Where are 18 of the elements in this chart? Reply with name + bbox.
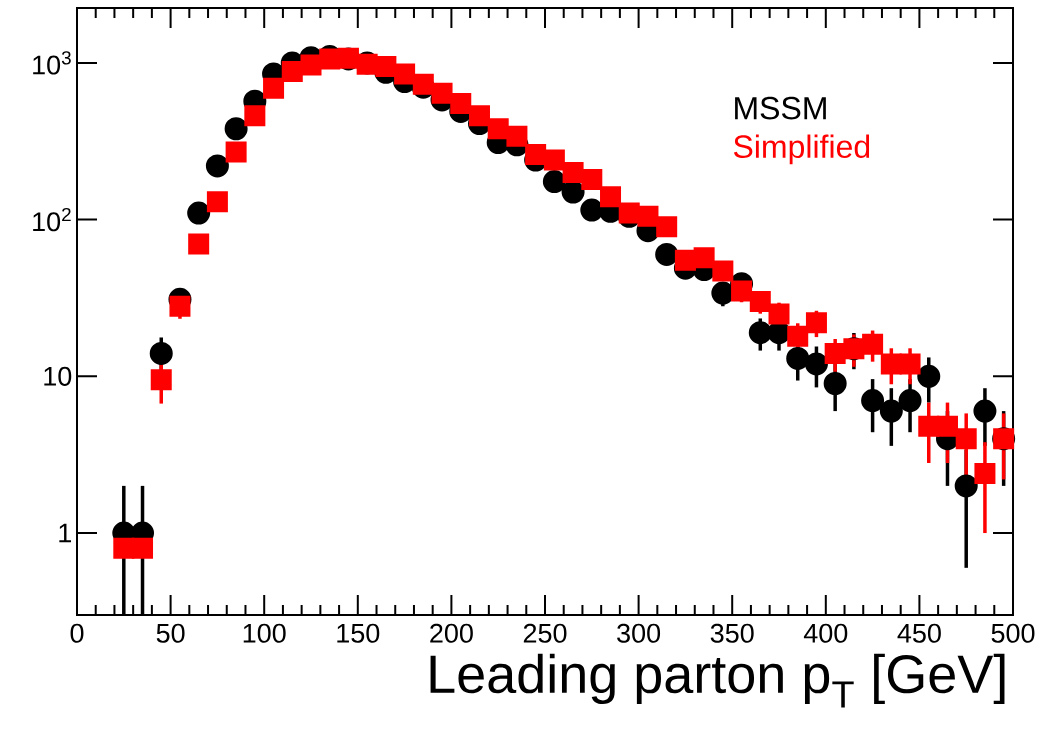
y-tick-label: 10$^{2}$	[33, 207, 71, 232]
y-tick-label: 1	[59, 523, 71, 543]
y-tick-label: 10$^{3}$	[33, 51, 71, 75]
x-tick-label: 100	[243, 623, 286, 643]
x-tick-label: 0	[70, 623, 84, 643]
x-tick-label: 450	[897, 623, 941, 643]
text: MSSM	[735, 96, 826, 120]
x-tick-label: 250	[523, 623, 567, 643]
x-axis-title: Leading parton p$_{T}$ [GeV]	[430, 653, 1005, 708]
x-tick-label: 150	[337, 623, 380, 643]
text: Simplified	[733, 134, 870, 165]
x-tick-label: 350	[710, 623, 754, 643]
x-tick-label: 500	[991, 623, 1035, 643]
x-tick-label: 300	[617, 623, 661, 643]
x-tick-label: 400	[803, 623, 848, 643]
x-tick-label: 50	[156, 623, 185, 643]
y-tick-label: 10	[44, 366, 72, 386]
x-tick-label: 200	[430, 623, 473, 643]
